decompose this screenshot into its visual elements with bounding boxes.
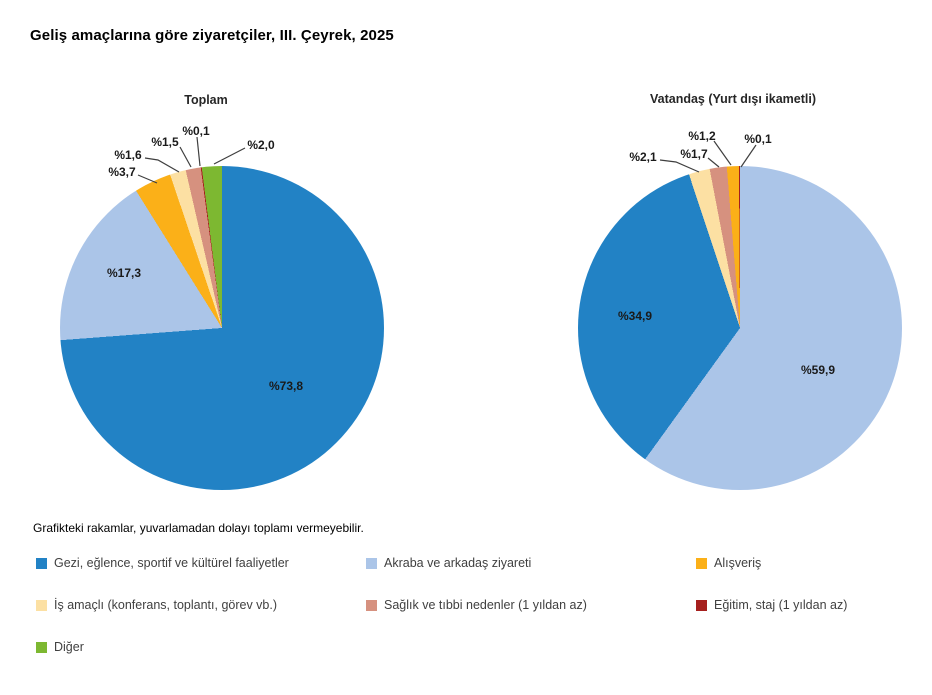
callout-line-cit-1-7 (707, 157, 720, 168)
callout-line-total-1-5 (179, 146, 192, 168)
value-label-total-diger: %2,0 (247, 138, 275, 152)
callout-line-cit-0-1 (740, 144, 757, 168)
value-label-cit-egitim: %0,1 (744, 132, 772, 146)
callout-line-total-0-1 (196, 136, 201, 167)
legend-label-is: İş amaçlı (konferans, toplantı, görev vb… (54, 598, 278, 612)
legend-swatch-is (36, 599, 47, 611)
legend-label-saglik: Sağlık ve tıbbi nedenler (1 yıldan az) (384, 598, 587, 612)
legend-item-saglik: Sağlık ve tıbbi nedenler (1 yıldan az) (366, 597, 587, 613)
value-label-cit-akraba: %59,9 (800, 363, 836, 377)
pie-chart-total (60, 166, 384, 490)
value-label-total-saglik: %1,5 (151, 135, 179, 149)
rounding-footnote: Grafikteki rakamlar, yuvarlamadan dolayı… (33, 521, 364, 535)
value-label-cit-is: %2,1 (629, 150, 657, 164)
legend-item-is: İş amaçlı (konferans, toplantı, görev vb… (36, 597, 277, 613)
legend-item-gezi: Gezi, eğlence, sportif ve kültürel faali… (36, 555, 289, 571)
legend-label-akraba: Akraba ve arkadaş ziyareti (384, 556, 532, 570)
legend-label-gezi: Gezi, eğlence, sportif ve kültürel faali… (54, 556, 289, 570)
legend-swatch-alisveris (696, 557, 707, 569)
legend-item-akraba: Akraba ve arkadaş ziyareti (366, 555, 531, 571)
legend-swatch-saglik (366, 599, 377, 611)
pie-citizens-title: Vatandaş (Yurt dışı ikametli) (649, 92, 817, 106)
callout-line-cit-1-2 (713, 140, 732, 166)
legend-swatch-akraba (366, 557, 377, 569)
legend-swatch-egitim (696, 599, 707, 611)
callout-line-total-2-0 (213, 147, 246, 165)
pie-chart-citizens (578, 166, 902, 490)
value-label-total-egitim: %0,1 (182, 124, 210, 138)
value-label-cit-saglik: %1,7 (680, 147, 708, 161)
legend-swatch-diger (36, 641, 47, 653)
value-label-total-is: %1,6 (114, 148, 142, 162)
value-label-cit-gezi: %34,9 (617, 309, 653, 323)
legend-label-alisveris: Alışveriş (714, 556, 762, 570)
value-label-total-akraba: %17,3 (106, 266, 142, 280)
callout-line-total-1-6 (144, 157, 180, 173)
page-title: Geliş amaçlarına göre ziyaretçiler, III.… (30, 27, 394, 44)
value-label-total-alisveris: %3,7 (108, 165, 136, 179)
pie-total-title: Toplam (184, 93, 228, 107)
legend-label-egitim: Eğitim, staj (1 yıldan az) (714, 598, 848, 612)
legend-item-alisveris: Alışveriş (696, 555, 761, 571)
value-label-cit-alisveris: %1,2 (688, 129, 716, 143)
legend-item-diger: Diğer (36, 639, 84, 655)
legend-item-egitim: Eğitim, staj (1 yıldan az) (696, 597, 847, 613)
value-label-total-gezi: %73,8 (268, 379, 304, 393)
callout-line-cit-2-1 (659, 159, 700, 173)
legend-label-diger: Diğer (54, 640, 84, 654)
legend-swatch-gezi (36, 557, 47, 569)
